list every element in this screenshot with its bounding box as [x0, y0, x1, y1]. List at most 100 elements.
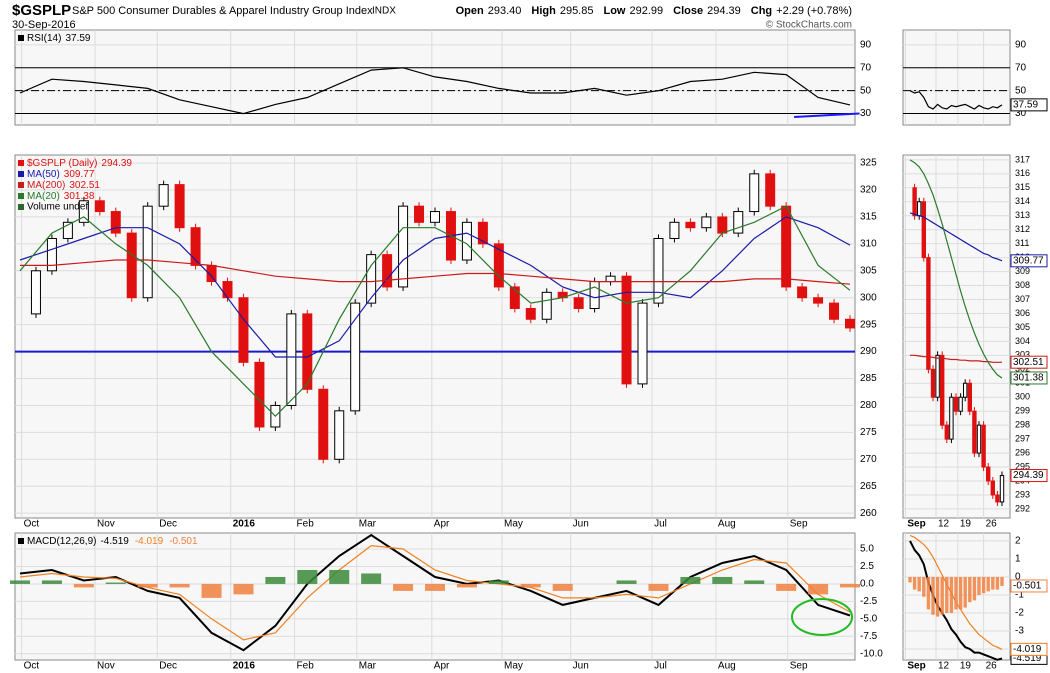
- x-tick-label: Sep: [907, 519, 925, 530]
- x-tick-label: Dec: [159, 661, 177, 672]
- candle: [78, 200, 89, 223]
- x-tick-label: Mar: [359, 661, 377, 672]
- histogram-bar: [393, 583, 414, 591]
- candle: [749, 173, 760, 213]
- y-tick-label: 0.0: [860, 579, 874, 590]
- candle: [813, 297, 824, 304]
- candle: [414, 205, 425, 223]
- quote: Open 293.40 High 295.85 Low 292.99 Close 294.39…: [456, 5, 852, 17]
- candle: [953, 396, 959, 412]
- histogram-bar: [940, 576, 944, 615]
- histogram-bar: [945, 576, 949, 613]
- histogram-bar: [922, 576, 926, 597]
- histogram-bar: [265, 576, 286, 584]
- candle: [981, 424, 986, 468]
- y-tick-label: 314: [1015, 196, 1030, 206]
- value-tag: [1010, 469, 1048, 483]
- y-tick-label: 316: [1015, 168, 1030, 178]
- candle: [366, 254, 377, 304]
- candle: [717, 216, 728, 234]
- x-tick-label: May: [504, 519, 523, 530]
- candle: [589, 281, 600, 309]
- candle: [958, 396, 963, 412]
- legend-entry: MA(20) 301.38: [27, 191, 95, 202]
- quote-label: Open: [456, 5, 484, 17]
- histogram-bar: [648, 583, 669, 591]
- y-tick-label: 70: [860, 62, 872, 73]
- credit: © StockCharts.com: [766, 20, 852, 31]
- x-tick-label: 19: [960, 519, 972, 530]
- candle: [921, 201, 926, 259]
- candle: [509, 286, 520, 309]
- y-tick-label: 1: [1015, 554, 1021, 565]
- highlight-ellipse: [791, 598, 853, 636]
- candle: [685, 221, 696, 229]
- y-tick-label: 297: [1015, 433, 1030, 443]
- histogram-bar: [995, 576, 1000, 590]
- histogram-bar: [297, 569, 318, 584]
- symbol: $GSPLP: [12, 2, 71, 19]
- histogram-bar: [105, 582, 126, 584]
- legend-swatch: [18, 182, 24, 188]
- histogram-bar: [361, 573, 382, 584]
- candle: [912, 187, 917, 217]
- x-tick-label: 2016: [233, 519, 256, 530]
- y-tick-label: 300: [1015, 392, 1030, 402]
- histogram-bar: [10, 580, 30, 584]
- histogram-bar: [201, 583, 222, 598]
- legend-swatch: [18, 538, 24, 544]
- legend-entry: $GSPLP (Daily) 294.39: [27, 158, 132, 169]
- y-tick-label: 295: [860, 319, 877, 330]
- quote-label: High: [531, 5, 556, 17]
- y-tick-label: 50: [1015, 85, 1027, 96]
- legend-name: MA(200): [27, 180, 65, 191]
- x-tick-label: Mar: [359, 519, 377, 530]
- candle: [621, 275, 632, 385]
- candle: [398, 205, 409, 288]
- histogram-bar: [488, 580, 509, 584]
- y-tick-label: 305: [860, 265, 877, 276]
- y-tick-label: 290: [860, 346, 877, 357]
- legend-name: MA(50): [27, 169, 60, 180]
- candle: [110, 211, 121, 234]
- candle: [963, 382, 968, 398]
- candle: [254, 361, 265, 428]
- panel-background: [14, 532, 856, 661]
- y-tick-label: 308: [1015, 280, 1030, 290]
- y-tick-label: -2.5: [860, 596, 878, 607]
- y-tick-label: 5.0: [860, 544, 874, 555]
- quote-label: Chg: [751, 5, 772, 17]
- candle: [430, 211, 440, 223]
- y-tick-label: 70: [1015, 62, 1027, 73]
- series-line: [909, 90, 1003, 110]
- candle: [701, 216, 712, 229]
- legend-value: 302.51: [69, 180, 100, 191]
- candle: [733, 211, 744, 234]
- trendline: [794, 112, 860, 118]
- y-tick-label: 311: [1015, 238, 1029, 248]
- y-tick-label: 0: [1015, 572, 1021, 583]
- candle: [541, 291, 552, 320]
- series-line: [19, 205, 851, 418]
- legend-value: 294.39: [101, 158, 132, 169]
- legend-value: 309.77: [64, 169, 95, 180]
- candle: [605, 275, 616, 283]
- histogram-bar: [169, 583, 190, 588]
- histogram-bar: [981, 576, 986, 594]
- y-tick-label: 325: [860, 158, 877, 169]
- histogram-bar: [968, 576, 972, 603]
- histogram-bar: [456, 583, 477, 588]
- histogram-bar: [233, 583, 254, 595]
- panel-background: [902, 29, 1011, 126]
- quote-value: 294.39: [707, 5, 741, 17]
- y-tick-label: 30: [1015, 108, 1027, 119]
- value-tag-label: -0.501: [1013, 581, 1042, 592]
- candle: [669, 221, 680, 239]
- exchange: INDX: [372, 6, 396, 17]
- y-tick-label: 50: [860, 85, 872, 96]
- legend-value: 301.38: [64, 191, 95, 202]
- legend-name: MACD(12,26,9): [27, 536, 96, 547]
- candle: [318, 388, 329, 460]
- index-name: S&P 500 Consumer Durables & Apparel Indu…: [72, 5, 373, 17]
